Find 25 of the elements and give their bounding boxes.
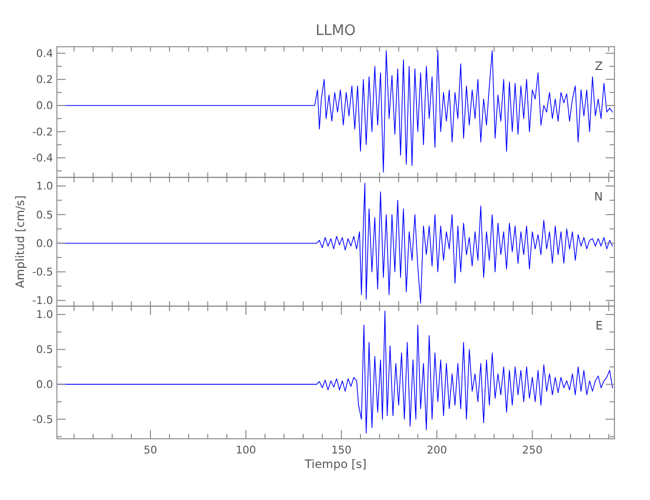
- y-tick-label: 0.2: [36, 73, 53, 86]
- x-axis-title: Tiempo [s]: [304, 456, 366, 471]
- y-tick-label: -0.5: [32, 266, 53, 279]
- y-tick-label: 0.5: [36, 208, 53, 222]
- annotation: Z: [594, 58, 603, 73]
- x-tick-label: 50: [144, 443, 158, 456]
- y-tick-label: -0.2: [32, 125, 53, 138]
- y-tick-label: 0.5: [36, 343, 53, 356]
- annotation: N: [594, 190, 603, 204]
- x-tick-label: 150: [331, 443, 352, 456]
- y-tick-label: 1.0: [36, 308, 54, 322]
- y-tick-label: 0.0: [36, 236, 54, 250]
- y-tick-label: 0.4: [36, 46, 54, 60]
- y-tick-label: -0.4: [32, 152, 54, 165]
- y-tick-label: -0.5: [32, 412, 53, 426]
- x-tick-label: 250: [522, 443, 543, 456]
- x-tick-label: 100: [236, 443, 256, 456]
- x-tick-label: 200: [426, 443, 448, 456]
- annotation: E: [595, 318, 603, 332]
- y-tick-label: 0.0: [36, 378, 54, 392]
- chart-title: LLMO: [316, 23, 356, 40]
- y-axis-title: Amplitud [cm/s]: [12, 195, 27, 288]
- y-tick-label: -1.0: [32, 294, 54, 308]
- y-tick-label: 0.0: [36, 99, 54, 112]
- y-tick-label: 1.0: [36, 180, 54, 193]
